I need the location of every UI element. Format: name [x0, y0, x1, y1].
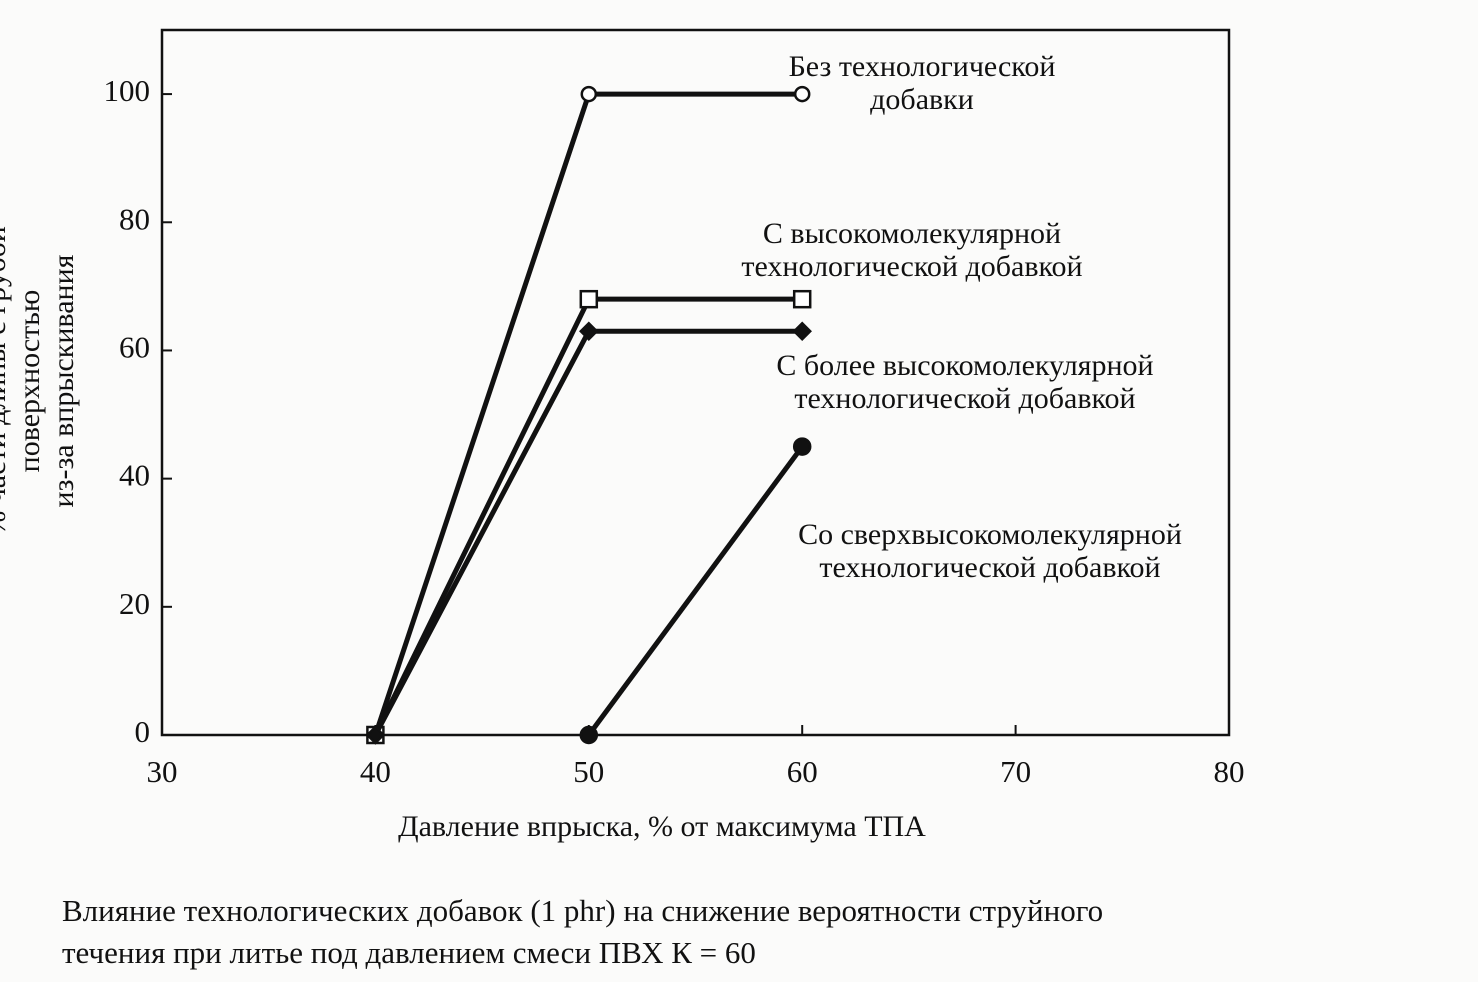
series-label: Без технологической добавки: [788, 50, 1056, 116]
marker: [792, 437, 812, 456]
marker: [579, 289, 599, 309]
marker: [792, 321, 812, 341]
x-tick-label: 30: [147, 754, 178, 789]
plot-frame: [160, 28, 1231, 737]
x-tick-label: 70: [1000, 754, 1031, 789]
series-label: С высокомолекулярной технологической доб…: [741, 217, 1083, 283]
x-tick-label: 40: [360, 754, 391, 789]
marker: [579, 321, 599, 341]
marker: [793, 85, 811, 103]
caption: Влияние технологических добавок (1 phr) …: [62, 893, 1104, 970]
x-tick-label: 60: [787, 754, 818, 789]
series-line: [586, 445, 805, 737]
x-axis-title: Давление впрыска, % от максимума ТПА: [398, 810, 926, 843]
marker: [365, 725, 386, 745]
x-tick-label: 50: [573, 754, 604, 789]
marker: [580, 85, 598, 103]
marker: [792, 289, 812, 309]
series-label: С более высокомолекулярной технологическ…: [776, 349, 1154, 415]
y-tick-label: 100: [104, 73, 151, 108]
marker: [579, 725, 599, 745]
y-axis-title: % части длины с грубой поверхностью из-з…: [0, 226, 80, 536]
series-label: Со сверхвысокомолекулярной технологическ…: [798, 518, 1182, 584]
y-tick-label: 0: [135, 714, 151, 749]
x-tick-label: 80: [1214, 754, 1245, 789]
y-tick-label: 80: [119, 201, 150, 236]
y-tick-label: 20: [119, 586, 150, 621]
y-tick-label: 40: [119, 458, 150, 493]
y-tick-label: 60: [119, 330, 150, 365]
